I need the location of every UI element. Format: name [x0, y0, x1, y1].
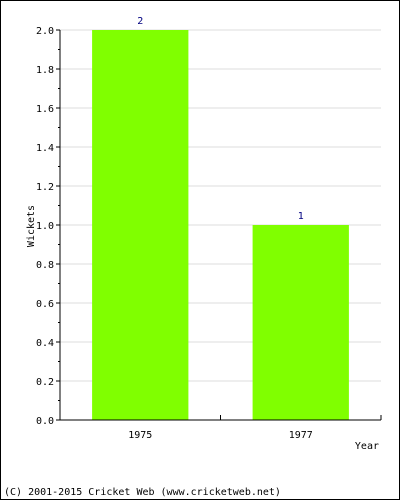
y-tick-label: 1.8 [36, 65, 54, 76]
bar-1975 [92, 30, 189, 420]
x-axis-label: Year [355, 441, 379, 452]
bar-1977 [252, 225, 349, 420]
data-label: 2 [137, 16, 143, 27]
axes [56, 29, 382, 421]
y-tick-label: 2.0 [36, 26, 54, 37]
y-tick-label: 0.4 [36, 338, 54, 349]
x-tick-labels: 1975 1977 [128, 430, 313, 441]
y-tick-label: 0.0 [36, 416, 54, 427]
x-tick-label: 1977 [289, 430, 313, 441]
y-tick-label: 1.2 [36, 182, 54, 193]
y-tick-label: 0.6 [36, 299, 54, 310]
bars [92, 30, 349, 420]
y-axis-label: Wickets [26, 205, 37, 247]
y-tick-label: 0.2 [36, 377, 54, 388]
y-tick-label: 1.0 [36, 221, 54, 232]
y-tick-labels: 0.0 0.2 0.4 0.6 0.8 1.0 1.2 1.4 1.6 1.8 2.0 [36, 26, 54, 427]
x-tick-label: 1975 [128, 430, 152, 441]
data-label: 1 [298, 211, 304, 222]
y-tick-label: 1.4 [36, 143, 54, 154]
y-tick-label: 1.6 [36, 104, 54, 115]
copyright-footer: (C) 2001-2015 Cricket Web (www.cricketwe… [4, 487, 281, 498]
y-tick-label: 0.8 [36, 260, 54, 271]
data-labels: 21 [137, 16, 304, 222]
